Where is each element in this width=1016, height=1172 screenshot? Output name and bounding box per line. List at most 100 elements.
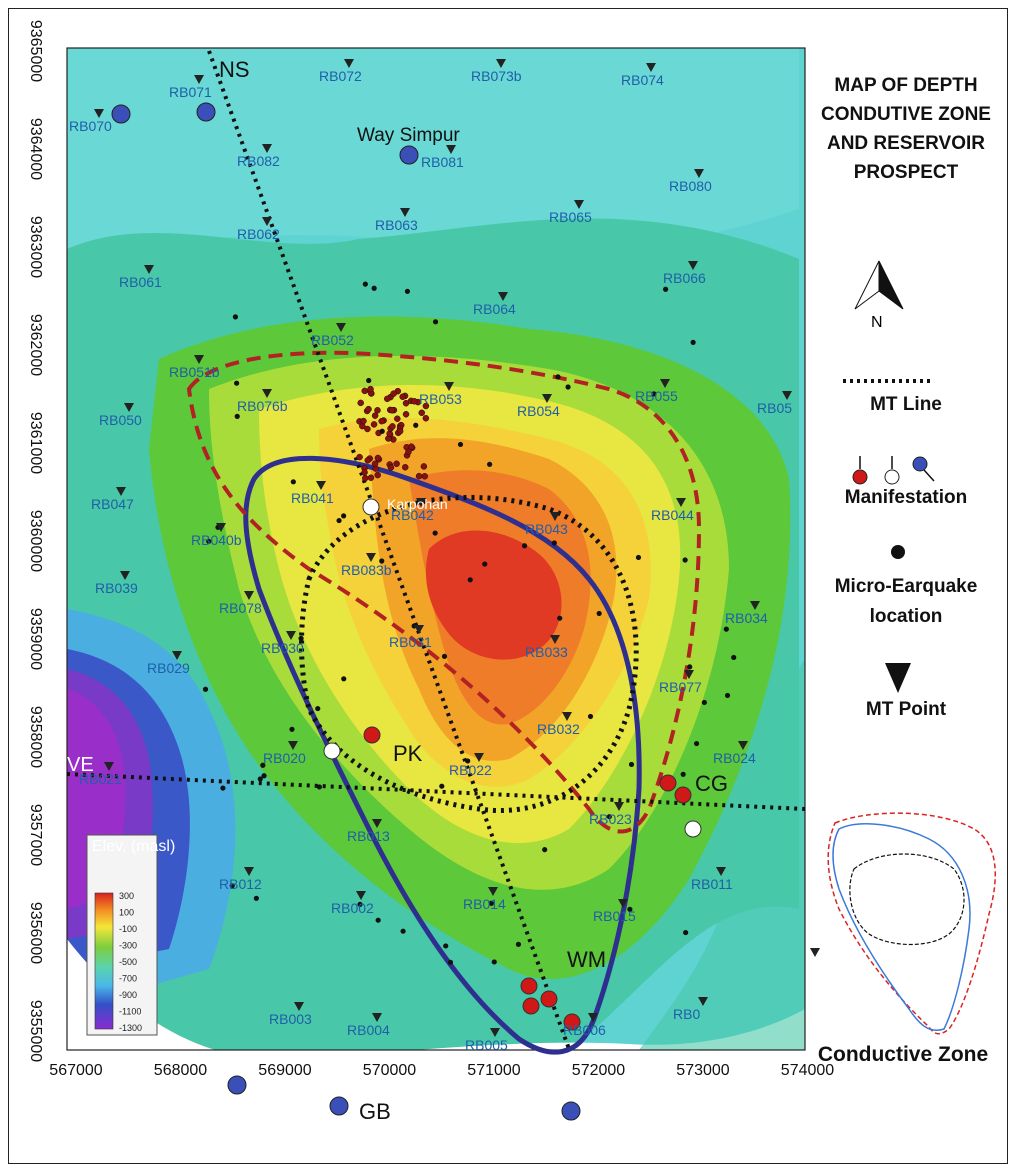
micro-earthquake-dot [357, 901, 363, 907]
colorbar-title: Elev. (masl) [92, 838, 175, 855]
colorbar-label: 100 [119, 908, 134, 918]
micro-earthquake-dot [316, 784, 322, 790]
station-label: RB053 [419, 391, 462, 407]
station-label: RB062 [237, 226, 280, 242]
figure-frame: RB071 RB072 RB073b RB074 RB070 RB082 RB081 RB08… [8, 8, 1008, 1164]
inset-reservoir-outline [827, 812, 996, 1035]
station-label: RB063 [375, 217, 418, 233]
micro-earthquake-dot [367, 474, 375, 481]
mt-point-icon [488, 887, 498, 896]
cold-spring-icon [399, 145, 419, 165]
colorbar-label: -1300 [119, 1023, 142, 1033]
mt-point-icon [144, 265, 154, 274]
mt-point-icon [244, 591, 254, 600]
colorbar-label: -1100 [119, 1007, 141, 1017]
mt-points [94, 59, 820, 1037]
station-label: RB042 [391, 507, 434, 523]
mt-point-icon [194, 355, 204, 364]
micro-earthquake-dot [432, 530, 438, 536]
station-label: RB024 [713, 750, 756, 766]
place-karpohan: Karpohan [387, 496, 448, 512]
station-label: RB055 [635, 388, 678, 404]
station-label: RB071 [169, 84, 212, 100]
station-label: RB047 [91, 496, 134, 512]
station-label: RB002 [331, 900, 374, 916]
map-title: MAP OF DEPTH CONDUTIVE ZONE AND RESERVOI… [821, 75, 991, 183]
station-label: RB066 [663, 270, 706, 286]
mt-point-icon [496, 59, 506, 68]
micro-earthquake-dot [487, 461, 493, 467]
micro-earthquake-dot [413, 422, 419, 428]
place-ve: VE [67, 754, 94, 776]
cold-spring-icon [227, 1075, 247, 1095]
micro-earthquake-dot [555, 374, 561, 380]
micro-earthquake-dot [635, 554, 642, 561]
micro-earthquake-dot [298, 635, 304, 641]
micro-earthquake-dot [521, 543, 528, 549]
micro-earthquake-dot [341, 513, 347, 519]
x-tick-label: 573000 [676, 1062, 729, 1079]
place-ns: NS [219, 57, 250, 82]
y-tick-label: 9356000 [27, 902, 44, 964]
mt-point-icon [490, 1028, 500, 1037]
micro-earthquake-dot [724, 692, 731, 699]
micro-earthquake-dot [366, 377, 372, 384]
map-border [66, 47, 806, 1051]
micro-earthquake-dot [364, 425, 371, 433]
mt-point-icon [356, 891, 366, 900]
mt-point-icon [104, 762, 114, 771]
mt-point-icon [738, 741, 748, 750]
micro-earthquake-dot [402, 411, 410, 418]
mt-line-ew [66, 772, 806, 811]
micro-earthquake-dot [467, 577, 473, 583]
hot-spring-legend-icon [852, 469, 868, 485]
station-label: RB05 [757, 400, 792, 416]
mt-point-icon [660, 379, 670, 388]
colorbar: Elev. (masl) 300 100 -100 -300 -500 -700 -900 -… [86, 834, 175, 1036]
mt-point-icon [684, 670, 694, 679]
micro-earthquake-dot [374, 471, 381, 479]
micro-earthquake-dot [405, 448, 412, 456]
station-label: RB081 [421, 154, 464, 170]
contour-surface [67, 48, 805, 1050]
legend-conductive-zone: Conductive Zone [817, 1043, 989, 1066]
station-label: RB022 [449, 762, 492, 778]
micro-earthquake-dot [383, 395, 391, 403]
micro-earthquake-dot [439, 783, 445, 789]
micro-earthquake-dot [234, 380, 240, 386]
colorbar-label: -300 [119, 941, 137, 951]
place-pk: PK [393, 741, 423, 766]
micro-earthquake-dot [690, 339, 696, 345]
station-label: RB004 [347, 1022, 390, 1038]
micro-earthquake-dot [441, 653, 448, 659]
micro-earthquake-dot [628, 761, 635, 768]
spring-icon [362, 498, 380, 516]
micro-earthquake-dot [404, 288, 411, 294]
micro-earthquake-dot [447, 959, 454, 965]
micro-earthquake-dot [379, 428, 385, 434]
x-tick-label: 568000 [154, 1062, 207, 1079]
mt-point-icon [574, 200, 584, 209]
depth-map: RB071 RB072 RB073b RB074 RB070 RB082 RB081 RB08… [27, 20, 996, 1124]
mt-point-icon [116, 487, 126, 496]
station-label: RB032 [537, 721, 580, 737]
micro-earthquake-dot [206, 538, 212, 544]
x-tick-label: 567000 [49, 1062, 102, 1079]
micro-earthquake-dot [465, 758, 471, 764]
station-label: RB030 [261, 640, 304, 656]
micro-earthquake-dot [260, 762, 266, 768]
micro-earthquake-dot [289, 726, 295, 732]
mt-point-icon [372, 1013, 382, 1022]
station-label: RB015 [593, 908, 636, 924]
micro-earthquake-dot [357, 399, 364, 407]
mt-point-icon [94, 109, 104, 118]
micro-earthquake-dot [393, 460, 400, 468]
micro-earthquake-dot [229, 883, 235, 889]
micro-earthquake-dot [390, 390, 397, 397]
colorbar-label: -500 [119, 957, 137, 967]
inset-core-outline [849, 853, 965, 946]
cold-spring-icon [196, 102, 216, 122]
micro-earthquake-dot [290, 479, 296, 485]
cold-spring-icon [111, 104, 131, 124]
micro-earthquake-dot [687, 664, 693, 670]
